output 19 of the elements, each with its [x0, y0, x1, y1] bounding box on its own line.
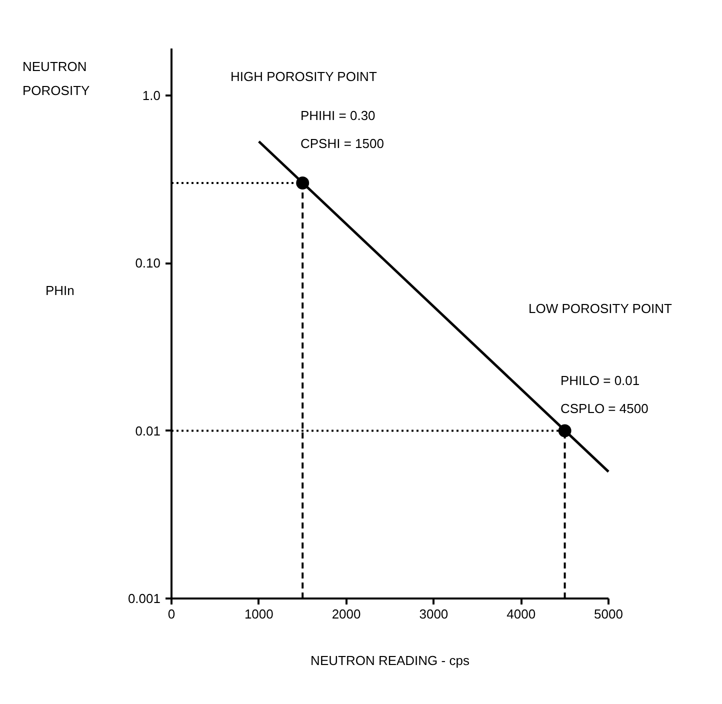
annotation: PHILO = 0.01: [560, 373, 640, 388]
x-tick-label: 3000: [419, 606, 448, 622]
annotation: LOW POROSITY POINT: [528, 301, 672, 316]
y-tick-label: 1.0: [142, 88, 161, 103]
annotation: CSPLO = 4500: [560, 401, 648, 416]
y-tick-label: 0.01: [135, 423, 161, 438]
y-axis-title: NEUTRON POROSITY: [22, 59, 90, 98]
y-tick-label: 0.10: [135, 256, 161, 271]
x-tick-label: 0: [168, 606, 176, 622]
annotation: PHIHI = 0.30: [300, 108, 376, 123]
text: PHIn: [46, 283, 74, 298]
annotation: HIGH POROSITY POINT: [230, 69, 377, 84]
x-axis-title: NEUTRON READING - cps: [310, 653, 470, 668]
x-tick-label: 4000: [506, 606, 536, 622]
x-tick-label: 1000: [244, 606, 274, 622]
annotation: CPSHI = 1500: [300, 136, 384, 151]
y-tick-label: 0.001: [128, 591, 161, 606]
x-tick-label: 5000: [594, 606, 623, 622]
x-tick-label: 2000: [332, 606, 361, 622]
